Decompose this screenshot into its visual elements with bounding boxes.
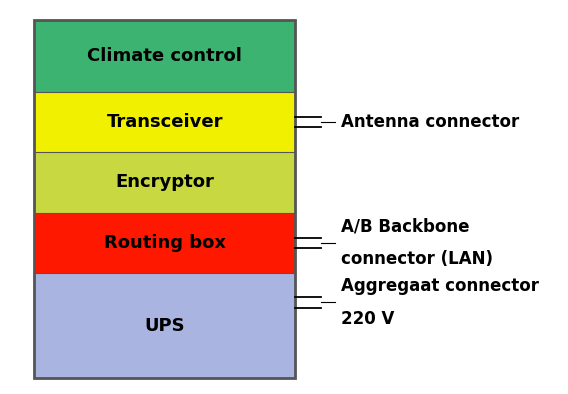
Text: Aggregaat connector: Aggregaat connector — [341, 277, 539, 296]
Text: Routing box: Routing box — [104, 234, 225, 252]
Text: Antenna connector: Antenna connector — [341, 113, 519, 131]
Text: 220 V: 220 V — [341, 310, 394, 327]
Text: UPS: UPS — [144, 317, 185, 335]
Text: Transceiver: Transceiver — [106, 113, 223, 131]
Bar — [34, 273, 295, 378]
Text: Encryptor: Encryptor — [115, 173, 214, 191]
Text: A/B Backbone: A/B Backbone — [341, 218, 469, 236]
Bar — [34, 20, 295, 92]
Bar — [34, 213, 295, 273]
Bar — [34, 152, 295, 213]
Bar — [34, 20, 295, 378]
Bar — [34, 92, 295, 152]
Text: connector (LAN): connector (LAN) — [341, 250, 493, 268]
Text: Climate control: Climate control — [87, 47, 242, 65]
